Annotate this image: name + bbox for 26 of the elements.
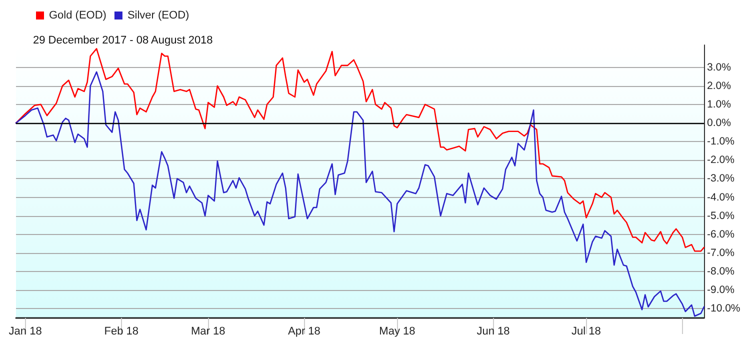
x-tick-label: Jun 18 <box>476 326 510 338</box>
y-tick-label: -10.0% <box>707 302 740 315</box>
y-tick-label: 1.0% <box>707 98 731 110</box>
line-series <box>15 48 705 252</box>
y-tick-label: -7.0% <box>707 247 734 259</box>
x-tick-label: Jan 18 <box>8 326 42 338</box>
y-tick-label: 2.0% <box>707 80 731 92</box>
y-tick-label: 0.0% <box>707 117 731 129</box>
x-tick-label: Mar 18 <box>191 326 226 338</box>
y-tick-label: -3.0% <box>707 172 734 185</box>
y-tick-label: -4.0% <box>707 191 734 204</box>
legend-label: Silver (EOD) <box>127 10 190 22</box>
y-tick-label: 3.0% <box>707 61 731 74</box>
line-series <box>15 71 705 317</box>
chart-subtitle: 29 December 2017 - 08 August 2018 <box>33 34 213 46</box>
y-tick-label: -6.0% <box>707 228 734 240</box>
x-tick-label: Apr 18 <box>288 326 320 338</box>
y-tick-label: -8.0% <box>707 266 734 278</box>
y-tick-label: -2.0% <box>707 154 734 166</box>
x-tick-label: Feb 18 <box>104 326 138 338</box>
y-tick-label: -1.0% <box>707 136 734 148</box>
y-tick-label: -9.0% <box>707 284 734 296</box>
legend-label: Gold (EOD) <box>49 10 106 22</box>
y-tick-label: -5.0% <box>707 210 734 222</box>
x-tick-label: May 18 <box>379 326 416 338</box>
x-tick-label: Jul 18 <box>572 326 601 338</box>
